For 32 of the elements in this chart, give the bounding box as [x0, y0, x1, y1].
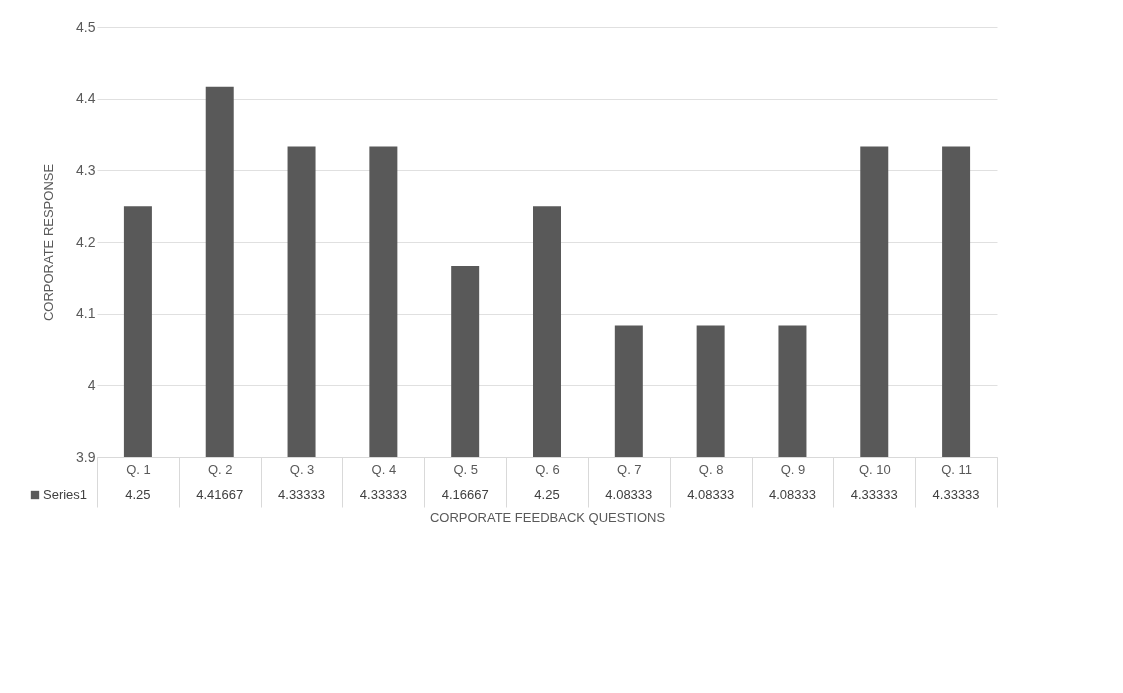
x-tick-label: Q. 6	[535, 461, 560, 477]
data-label: 4.41667	[196, 487, 244, 502]
x-tick-label: Q. 4	[371, 461, 397, 477]
y-tick-label: 4.2	[76, 233, 96, 250]
legend-label: Series1	[43, 487, 88, 502]
x-tick-label: Q. 2	[207, 461, 233, 477]
y-tick-label: 4.4	[76, 90, 96, 107]
y-tick-label: 4	[87, 376, 96, 393]
data-label: 4.08333	[687, 487, 735, 502]
data-label: 4.25	[125, 487, 151, 502]
y-tick-label: 3.9	[76, 448, 96, 465]
data-label: 4.33333	[359, 487, 407, 502]
x-tick-label: Q. 5	[453, 461, 478, 477]
data-label: 4.16667	[441, 487, 489, 502]
y-tick-label: 4.5	[76, 18, 96, 35]
y-axis-title: CORPORATE RESPONSE	[41, 163, 57, 322]
x-tick-label: Q. 11	[941, 461, 973, 477]
data-label: 4.33333	[932, 487, 980, 502]
x-tick-label: Q. 1	[126, 461, 151, 477]
data-label: 4.08333	[768, 487, 816, 502]
x-tick-label: Q. 3	[289, 461, 315, 477]
y-tick-label: 4.1	[76, 305, 96, 322]
y-tick-label: 4.3	[76, 161, 96, 178]
data-label: 4.25	[534, 487, 560, 502]
data-label: 4.08333	[605, 487, 653, 502]
x-tick-label: Q. 9	[780, 461, 806, 477]
data-label: 4.33333	[278, 487, 326, 502]
x-tick-label: Q. 8	[698, 461, 724, 477]
x-tick-label: Q. 10	[858, 461, 891, 477]
x-tick-label: Q. 7	[617, 461, 642, 477]
x-axis-title: CORPORATE FEEDBACK QUESTIONS	[429, 510, 666, 525]
data-label: 4.33333	[850, 487, 898, 502]
